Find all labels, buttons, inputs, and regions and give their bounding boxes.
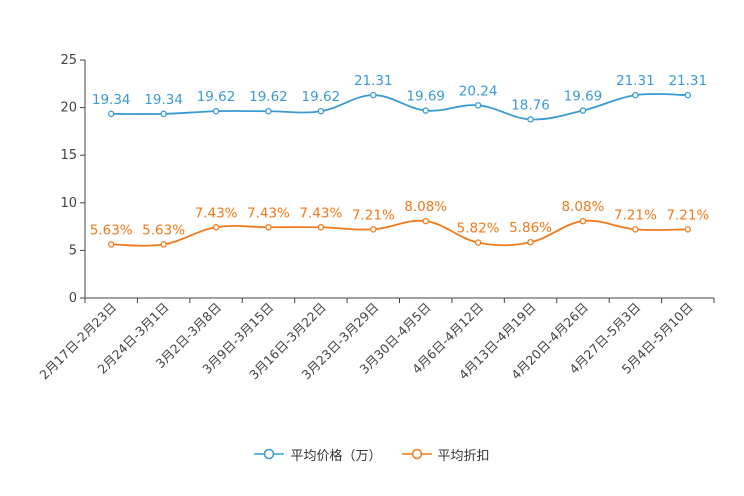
data-point-price [474,102,482,109]
data-label-discount: 7.43% [195,205,238,221]
legend-discount-label: 平均折扣 [437,448,490,464]
data-point-discount [422,217,429,225]
data-label-discount: 5.86% [509,220,552,236]
data-label-discount: 8.08% [562,199,605,215]
data-point-discount [632,226,639,233]
data-point-price [160,110,167,118]
data-label-price: 19.69 [564,89,603,105]
data-point-price [370,91,377,99]
data-point-price [422,107,429,114]
data-point-discount [474,239,482,246]
y-tick-label: 15 [60,148,77,163]
data-label-price: 19.62 [302,89,341,105]
data-point-discount [212,224,220,231]
legend-price-marker-icon [254,448,285,460]
y-tick-label: 10 [60,196,77,211]
data-label-discount: 7.21% [352,207,395,223]
legend-discount-marker-icon [401,448,432,460]
data-label-price: 21.31 [616,73,655,89]
data-point-price [317,107,325,115]
y-tick-label: 0 [69,291,77,306]
legend-item-discount[interactable]: 平均折扣 [401,445,490,464]
data-label-discount: 8.08% [404,199,447,215]
data-point-discount [527,238,534,246]
data-label-price: 21.31 [354,73,393,89]
data-point-discount [107,241,115,248]
data-label-discount: 7.43% [299,205,342,221]
line-chart: 05101520252月17日-2月23日2月24日-3月1日3月2日-3月8日… [36,53,715,382]
series-line-discount [111,219,688,247]
data-point-price [632,91,639,99]
data-point-discount [317,224,325,231]
data-point-price [212,107,220,115]
data-label-discount: 5.82% [457,221,500,237]
data-label-price: 21.31 [668,73,707,89]
data-point-price [579,107,587,114]
legend-item-price[interactable]: 平均价格（万） [254,445,382,464]
series-line-price [111,93,688,121]
data-point-discount [370,226,377,233]
data-point-discount [579,217,587,225]
data-label-discount: 5.63% [142,222,185,238]
y-tick-label: 5 [69,243,77,258]
data-label-price: 19.62 [197,89,236,105]
data-point-discount [160,241,167,248]
data-label-price: 19.69 [406,89,445,105]
data-point-discount [684,226,692,233]
y-tick-label: 25 [60,53,77,68]
data-label-price: 18.76 [511,97,550,113]
data-label-discount: 7.21% [614,207,657,223]
data-label-price: 20.24 [459,83,498,99]
data-label-price: 19.34 [144,92,183,108]
data-point-price [107,110,115,118]
data-label-discount: 5.63% [90,222,133,238]
data-label-price: 19.34 [92,92,131,108]
data-point-price [684,91,692,99]
data-point-price [265,107,272,115]
legend-price-label: 平均价格（万） [290,448,382,464]
legend: 平均价格（万） 平均折扣 [0,442,744,466]
data-label-discount: 7.43% [247,205,290,221]
data-point-discount [265,224,272,231]
data-label-discount: 7.21% [666,207,709,223]
data-label-price: 19.62 [249,89,288,105]
y-tick-label: 20 [60,101,77,116]
data-point-price [527,116,534,123]
